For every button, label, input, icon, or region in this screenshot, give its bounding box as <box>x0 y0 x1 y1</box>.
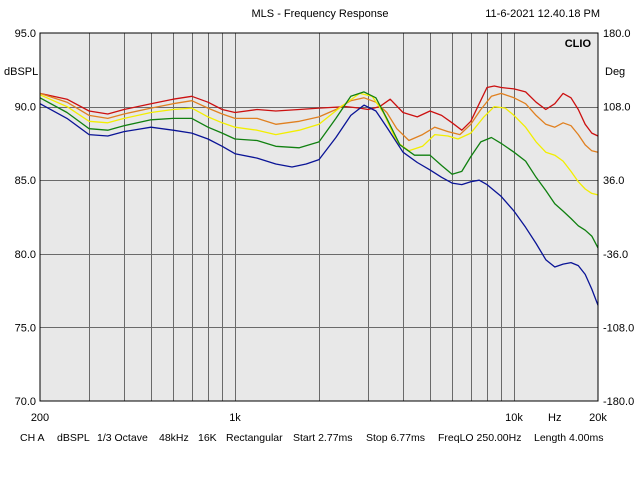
footer-settings: CH A dBSPL 1/3 Octave 48kHz 16K Rectangu… <box>20 432 603 444</box>
timestamp: 11-6-2021 12.40.18 PM <box>485 8 600 20</box>
footer-sample-rate: 48kHz <box>159 432 189 444</box>
x-axis-ticks: 200 1k 10k Hz 20k <box>31 412 608 424</box>
series-layer <box>39 85 599 306</box>
y2-axis-label: Deg <box>605 66 625 78</box>
chart-title: MLS - Frequency Response <box>252 8 389 20</box>
footer-start: Start 2.77ms <box>293 432 353 444</box>
x-tick-label: 20k <box>589 412 607 424</box>
y2-tick-label: -108.0 <box>603 322 634 334</box>
y2-tick-label: -180.0 <box>603 396 634 408</box>
y-tick-label: 70.0 <box>15 396 36 408</box>
series-line-red <box>39 85 599 137</box>
y2-tick-label: 180.0 <box>603 28 631 40</box>
y2-axis-ticks: 180.0 108.0 36.0 -36.0 -108.0 -180.0 <box>603 28 634 408</box>
y2-tick-label: -36.0 <box>603 249 628 261</box>
y-tick-label: 85.0 <box>15 175 36 187</box>
series-line-green <box>39 91 599 249</box>
series-line-orange <box>39 92 599 153</box>
footer-window: Rectangular <box>226 432 283 444</box>
x-tick-label: 200 <box>31 412 49 424</box>
y2-tick-label: 36.0 <box>603 175 624 187</box>
y-tick-label: 75.0 <box>15 322 36 334</box>
plot-frame <box>39 32 599 402</box>
footer-length: Length 4.00ms <box>534 432 603 444</box>
y-axis-ticks: 95.0 90.0 85.0 80.0 75.0 70.0 <box>15 28 36 408</box>
y-tick-label: 90.0 <box>15 102 36 114</box>
y2-tick-label: 108.0 <box>603 102 631 114</box>
x-tick-label: 10k <box>505 412 523 424</box>
footer-stop: Stop 6.77ms <box>366 432 425 444</box>
y-axis-label: dBSPL <box>4 66 38 78</box>
y-tick-label: 80.0 <box>15 249 36 261</box>
y-tick-label: 95.0 <box>15 28 36 40</box>
footer-size: 16K <box>198 432 217 444</box>
footer-freq-lo: FreqLO 250.00Hz <box>438 432 521 444</box>
footer-channel: CH A <box>20 432 45 444</box>
series-line-blue <box>39 103 599 306</box>
brand-label: CLIO <box>565 38 592 50</box>
footer-unit: dBSPL <box>57 432 90 444</box>
x-axis-unit-label: Hz <box>548 412 561 424</box>
footer-smoothing: 1/3 Octave <box>97 432 148 444</box>
x-tick-label: 1k <box>229 412 241 424</box>
